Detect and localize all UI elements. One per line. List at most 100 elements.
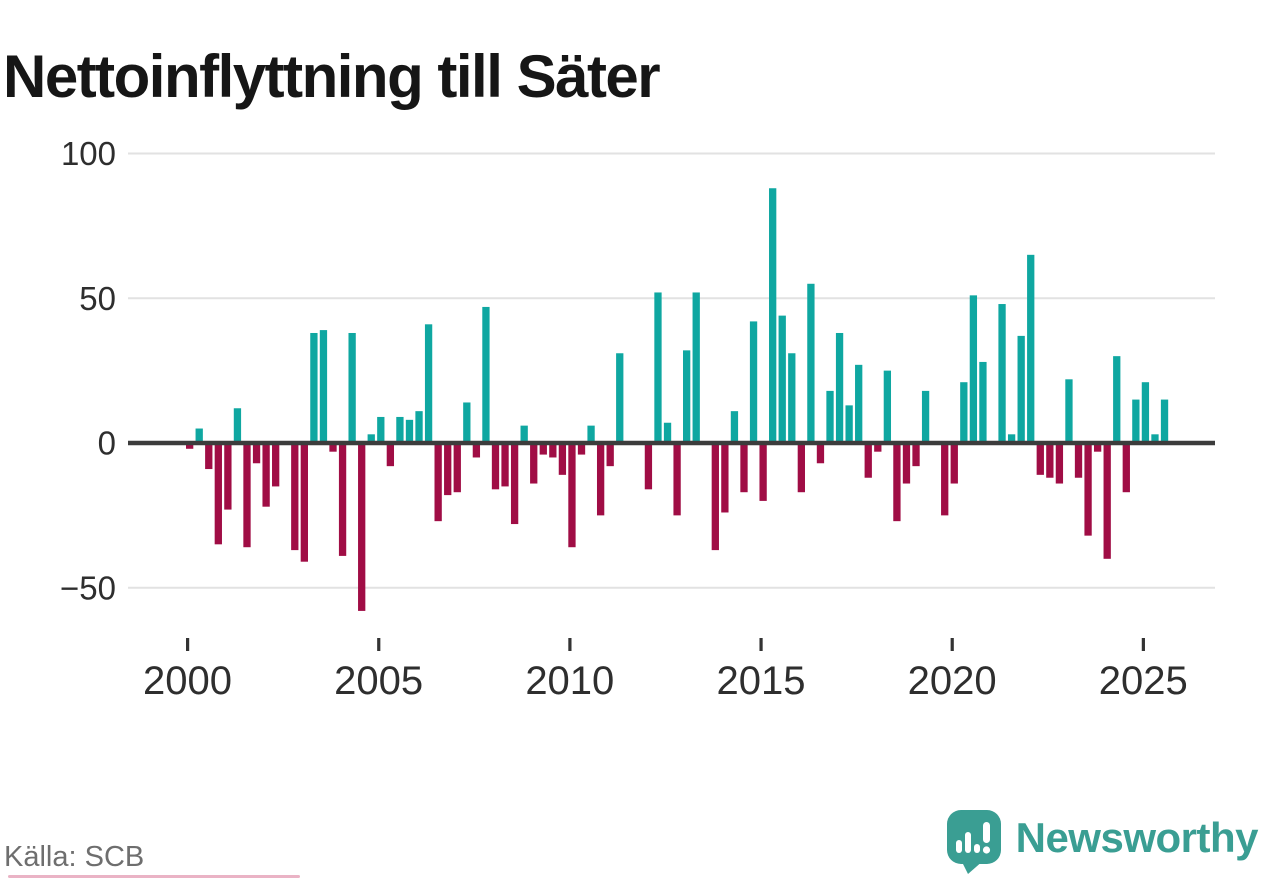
bar <box>654 292 662 443</box>
bar <box>482 306 490 443</box>
bar <box>424 324 433 443</box>
bar <box>300 443 308 562</box>
x-tick-label: 2025 <box>1099 659 1188 703</box>
bar <box>912 443 920 467</box>
bar <box>252 443 261 464</box>
bar <box>596 443 605 516</box>
x-tick-label: 2000 <box>143 659 232 703</box>
bar <box>205 443 213 470</box>
bar <box>453 443 461 493</box>
bar <box>491 443 500 490</box>
bar <box>692 292 700 443</box>
bar <box>855 364 863 443</box>
bar <box>759 443 767 501</box>
bar <box>644 443 653 490</box>
bar <box>921 390 930 443</box>
bar <box>816 443 825 464</box>
brand-wordmark: Newsworthy <box>1015 814 1259 861</box>
bar <box>367 434 375 443</box>
bar <box>262 443 270 507</box>
bar <box>1122 443 1130 493</box>
bar <box>711 443 719 551</box>
bar <box>769 188 777 443</box>
bar <box>1141 382 1150 443</box>
y-tick-label: 50 <box>79 280 116 317</box>
bar <box>663 422 672 443</box>
x-tick-mark <box>568 638 572 651</box>
bar <box>195 428 203 443</box>
bar <box>979 361 987 443</box>
bar <box>749 321 758 443</box>
bar <box>348 332 356 443</box>
bar <box>1007 434 1016 443</box>
bar <box>243 443 251 548</box>
y-tick-label: 0 <box>98 425 116 462</box>
bar <box>549 443 557 458</box>
bar <box>214 443 222 545</box>
bar <box>577 443 586 455</box>
source-label: Källa: SCB <box>4 841 145 873</box>
bar <box>1103 443 1111 559</box>
bar <box>530 443 538 484</box>
bar <box>797 443 805 493</box>
bar <box>788 353 796 443</box>
bar <box>883 370 892 443</box>
bar <box>291 443 299 551</box>
bar <box>673 443 681 516</box>
bar <box>233 408 242 443</box>
bar <box>835 332 844 443</box>
bottom-edge-strip <box>8 875 300 878</box>
bar <box>520 425 528 443</box>
bar <box>845 405 853 443</box>
bar <box>616 353 624 443</box>
bar <box>539 443 547 455</box>
bar <box>1113 356 1121 443</box>
bar <box>864 443 872 478</box>
x-tick-mark <box>950 638 954 651</box>
bar <box>606 443 614 467</box>
x-tick-mark <box>759 638 763 651</box>
x-tick-mark <box>186 638 190 651</box>
bar <box>1132 399 1140 443</box>
bar <box>1017 335 1025 443</box>
bar <box>444 443 452 496</box>
bar <box>683 350 691 443</box>
bar <box>472 443 481 458</box>
bar <box>224 443 232 510</box>
bar <box>415 411 423 443</box>
brand-lockup: Newsworthy <box>944 808 1259 874</box>
bar <box>807 283 815 443</box>
bar <box>329 443 337 452</box>
bar <box>893 443 901 522</box>
x-tick-label: 2020 <box>908 659 997 703</box>
x-tick-label: 2015 <box>716 659 805 703</box>
bar <box>358 443 366 611</box>
y-tick-label: 100 <box>61 135 116 172</box>
x-tick-mark <box>377 638 381 651</box>
bar <box>510 443 519 525</box>
bar <box>587 425 595 443</box>
bar <box>1046 443 1054 478</box>
bar <box>377 416 385 443</box>
bar <box>386 443 395 467</box>
bar <box>558 443 567 475</box>
bar <box>338 443 347 556</box>
bar <box>874 443 882 452</box>
bar <box>272 443 280 487</box>
bar <box>721 443 729 513</box>
newsworthy-logo-icon <box>946 810 1001 874</box>
bar <box>950 443 958 484</box>
bar <box>1084 443 1092 536</box>
bar <box>740 443 748 493</box>
bar <box>1065 379 1073 443</box>
bar <box>941 443 949 516</box>
bar <box>319 330 328 443</box>
bar <box>826 390 834 443</box>
bar <box>1074 443 1083 478</box>
bar <box>960 382 968 443</box>
bar <box>778 315 786 443</box>
bar <box>396 416 404 443</box>
bar <box>568 443 576 548</box>
bar <box>969 295 978 443</box>
